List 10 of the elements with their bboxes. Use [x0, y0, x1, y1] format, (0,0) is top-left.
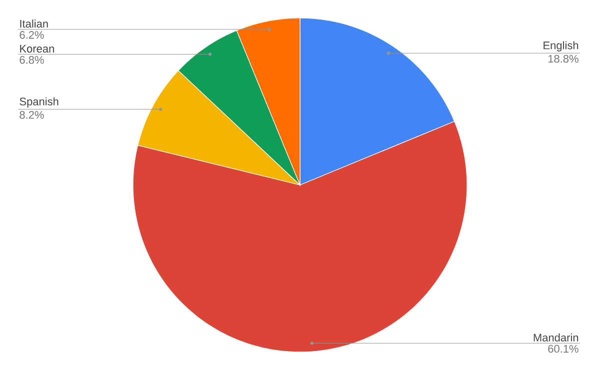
- data-label: 6.2%: [20, 31, 44, 39]
- slice-label: Korean: [20, 44, 54, 53]
- slice-label: Italian: [20, 20, 48, 28]
- slice-label: Spanish: [20, 97, 58, 108]
- data-label: 60.1%: [548, 344, 578, 353]
- slice-label: English: [544, 41, 578, 52]
- data-label: 8.2%: [20, 111, 44, 119]
- data-label: 18.8%: [548, 54, 578, 63]
- slice-label: Mandarin: [534, 333, 578, 342]
- data-label: 6.8%: [20, 56, 44, 64]
